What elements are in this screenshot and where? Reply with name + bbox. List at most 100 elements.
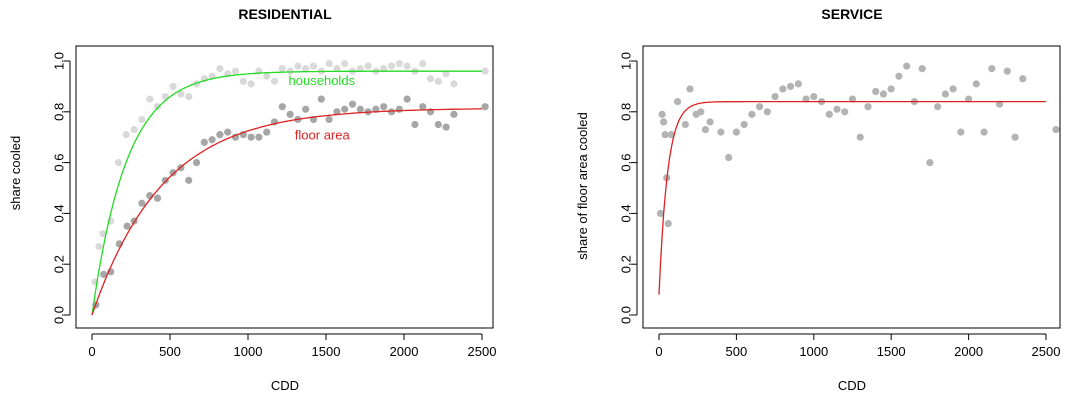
data-point	[995, 100, 1004, 108]
data-point	[356, 65, 364, 73]
y-axis-title: share of floor area cooled	[575, 112, 590, 259]
data-point	[302, 105, 310, 113]
data-point	[123, 222, 131, 230]
data-point	[934, 103, 942, 111]
y-axis-title: share cooled	[8, 136, 23, 210]
data-point	[387, 108, 396, 116]
data-point	[779, 85, 787, 93]
data-point	[224, 128, 232, 136]
data-point	[380, 103, 388, 111]
data-point	[95, 242, 103, 251]
data-point	[208, 136, 216, 144]
data-point	[99, 230, 107, 238]
x-tick-label: 2500	[468, 344, 497, 359]
data-point	[810, 92, 818, 101]
data-point	[748, 110, 756, 118]
data-point	[364, 62, 372, 70]
data-point	[231, 67, 240, 75]
data-point	[130, 125, 138, 134]
data-point	[411, 120, 419, 129]
data-point	[302, 65, 310, 73]
data-point	[656, 209, 665, 217]
fitted-curves	[658, 100, 1046, 295]
plot-frame	[642, 45, 1061, 329]
data-point	[988, 65, 996, 73]
data-point	[333, 65, 341, 73]
chart-title: SERVICE	[821, 6, 882, 22]
data-point	[481, 103, 489, 111]
fitted-curves	[91, 70, 483, 316]
data-point	[419, 59, 427, 68]
axis-ticks: 0 500 1000 1500 2000 2500 0.0 0.2 0.4 0.6 0.8 1.0	[619, 52, 1061, 359]
data-point	[185, 92, 193, 101]
data-point	[442, 123, 450, 131]
fit-curve	[91, 108, 483, 316]
data-point	[146, 95, 154, 103]
y-tick-label: 0.6	[619, 154, 634, 172]
data-point	[965, 95, 973, 103]
y-tick-label: 0.2	[52, 255, 67, 273]
data-point	[661, 131, 669, 139]
data-point	[426, 75, 435, 83]
data-point	[926, 159, 934, 167]
y-tick-label: 1.0	[52, 52, 67, 70]
data-point	[216, 65, 224, 73]
data-point	[848, 95, 857, 103]
x-axis-title: CDD	[271, 378, 299, 393]
data-point	[122, 131, 130, 139]
data-point	[794, 80, 802, 88]
x-tick-label: 0	[88, 344, 95, 359]
data-point	[957, 128, 965, 136]
data-point	[169, 82, 177, 90]
data-point	[177, 90, 185, 98]
data-point	[161, 176, 169, 184]
data-point	[879, 90, 888, 98]
data-point	[247, 80, 255, 88]
data-point	[138, 199, 146, 207]
x-tick-label: 500	[159, 344, 181, 359]
y-tick-label: 0.8	[619, 103, 634, 121]
data-point	[239, 77, 247, 85]
data-point	[169, 169, 177, 177]
y-tick-label: 1.0	[619, 52, 634, 70]
plot-frame	[75, 45, 494, 329]
data-point	[681, 120, 689, 129]
x-tick-label: 1000	[799, 344, 828, 359]
data-point	[442, 70, 450, 78]
data-point	[419, 103, 427, 111]
data-point	[802, 95, 810, 103]
y-tick-label: 0.2	[619, 255, 634, 273]
y-tick-label: 0.4	[52, 204, 67, 222]
data-point	[732, 128, 741, 136]
data-point	[395, 59, 403, 68]
data-point	[192, 159, 201, 167]
data-point	[895, 72, 903, 80]
data-point	[450, 80, 458, 88]
data-point	[403, 95, 411, 103]
data-point	[317, 95, 325, 103]
data-point	[450, 110, 458, 118]
data-point	[756, 103, 764, 111]
panel-residential: RESIDENTIAL CDD share cooled 0 500 1000 150…	[8, 6, 496, 393]
data-point	[356, 105, 364, 113]
data-point	[153, 103, 162, 111]
data-point	[660, 118, 668, 126]
data-point	[216, 131, 224, 139]
data-point	[263, 72, 271, 80]
data-point	[434, 77, 442, 85]
chart-title: RESIDENTIAL	[238, 6, 332, 22]
y-tick-label: 0.6	[52, 154, 67, 172]
points	[91, 59, 489, 309]
x-tick-label: 1500	[312, 344, 341, 359]
annotations: households floor area	[289, 73, 356, 143]
data-point	[270, 77, 279, 85]
data-point	[200, 138, 208, 146]
data-point	[664, 219, 672, 228]
data-point	[380, 65, 388, 73]
data-point	[481, 67, 489, 75]
data-point	[286, 110, 294, 118]
data-point	[697, 108, 705, 116]
data-point	[185, 176, 193, 184]
data-point	[856, 133, 864, 141]
data-point	[841, 108, 849, 116]
